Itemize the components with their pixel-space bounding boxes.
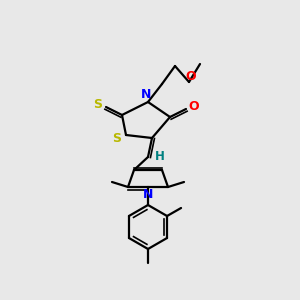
- Text: O: O: [186, 70, 196, 83]
- Text: S: S: [112, 133, 122, 146]
- Text: S: S: [94, 98, 103, 112]
- Text: N: N: [143, 188, 153, 200]
- Text: H: H: [155, 149, 165, 163]
- Text: O: O: [189, 100, 199, 113]
- Text: N: N: [141, 88, 151, 101]
